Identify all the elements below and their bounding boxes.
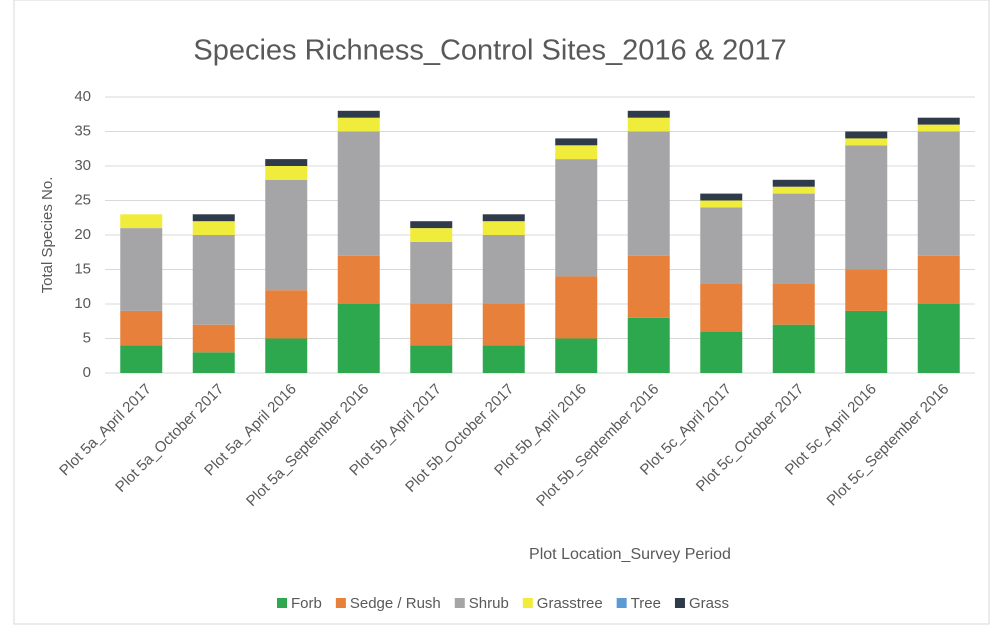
bar-segment bbox=[555, 338, 598, 373]
bar-segment bbox=[192, 352, 235, 373]
bar-segment bbox=[192, 221, 235, 235]
bar-segment bbox=[627, 117, 670, 132]
bar-segment bbox=[337, 304, 380, 373]
bar-segment bbox=[917, 117, 960, 125]
legend-swatch bbox=[674, 598, 685, 608]
y-tick-label: 40 bbox=[74, 88, 91, 105]
bar-segment bbox=[410, 241, 453, 304]
legend: Forb Sedge / Rush Shrub Grasstree Tree Grass bbox=[277, 595, 729, 612]
bar-segment bbox=[482, 345, 525, 373]
bar-segment bbox=[337, 131, 380, 256]
bar-segment bbox=[627, 110, 670, 118]
bar-segment bbox=[845, 138, 888, 146]
chart-title: Species Richness_Control Sites_2016 & 20… bbox=[193, 35, 786, 67]
bar-segment bbox=[772, 324, 815, 373]
bar-segment bbox=[337, 255, 380, 304]
bar-segment bbox=[192, 214, 235, 222]
bar-segment bbox=[845, 269, 888, 311]
y-tick-label: 0 bbox=[83, 364, 91, 381]
bar-segment bbox=[410, 345, 453, 373]
bar-segment bbox=[120, 214, 163, 229]
bar-segment bbox=[120, 345, 163, 373]
bar-segment bbox=[482, 235, 525, 304]
bar-segment bbox=[555, 276, 598, 339]
bar-segment bbox=[627, 255, 670, 318]
bar-segment bbox=[410, 304, 453, 346]
bar-segment bbox=[917, 124, 960, 132]
bar-segment bbox=[772, 283, 815, 325]
y-tick-label: 15 bbox=[74, 260, 91, 277]
y-tick-label: 25 bbox=[74, 191, 91, 208]
bar-segment bbox=[120, 228, 163, 311]
bar-segment bbox=[482, 304, 525, 346]
legend-label: Sedge / Rush bbox=[350, 595, 441, 612]
bar-segment bbox=[845, 145, 888, 270]
bar-segment bbox=[265, 166, 308, 180]
y-axis-title: Total Species No. bbox=[39, 177, 56, 294]
bar-segment bbox=[700, 283, 743, 332]
bar-segment bbox=[265, 179, 308, 291]
bar-segment bbox=[482, 221, 525, 235]
legend-swatch bbox=[616, 598, 627, 608]
bar-segment bbox=[337, 110, 380, 118]
bar-segment bbox=[120, 310, 163, 346]
bar-segment bbox=[700, 200, 743, 208]
y-tick-label: 20 bbox=[74, 226, 91, 243]
bar-segment bbox=[555, 138, 598, 146]
bar-segment bbox=[627, 317, 670, 373]
bar-segment bbox=[555, 145, 598, 160]
bar-segment bbox=[917, 131, 960, 256]
legend-label: Forb bbox=[291, 595, 322, 612]
bar-segment bbox=[700, 207, 743, 284]
legend-swatch bbox=[454, 598, 465, 608]
bar-segment bbox=[410, 221, 453, 229]
bar-segment bbox=[265, 338, 308, 373]
legend-swatch bbox=[277, 598, 288, 608]
bar-segment bbox=[700, 331, 743, 373]
bar-segment bbox=[192, 324, 235, 353]
bar-segment bbox=[265, 290, 308, 339]
bar-segment bbox=[917, 304, 960, 373]
bar-segment bbox=[772, 179, 815, 187]
x-axis-title: Plot Location_Survey Period bbox=[529, 546, 731, 563]
bar-segment bbox=[192, 235, 235, 325]
bar-segment bbox=[337, 117, 380, 132]
bar-segment bbox=[845, 310, 888, 373]
bar-segment bbox=[555, 159, 598, 277]
y-tick-label: 5 bbox=[83, 329, 91, 346]
legend-label: Grass bbox=[689, 595, 729, 612]
legend-label: Tree bbox=[631, 595, 661, 612]
bar-segment bbox=[482, 214, 525, 222]
legend-swatch bbox=[335, 598, 346, 608]
legend-label: Grasstree bbox=[537, 595, 603, 612]
bar-segment bbox=[772, 186, 815, 194]
legend-swatch bbox=[522, 598, 533, 608]
bar-segment bbox=[917, 255, 960, 304]
legend-label: Shrub bbox=[469, 595, 509, 612]
y-tick-label: 10 bbox=[74, 295, 91, 312]
bar-segment bbox=[772, 193, 815, 284]
bar-segment bbox=[845, 131, 888, 139]
bar-segment bbox=[700, 193, 743, 201]
y-tick-label: 30 bbox=[74, 157, 91, 174]
bar-segment bbox=[410, 228, 453, 242]
bar-segment bbox=[627, 131, 670, 256]
bar-segment bbox=[265, 159, 308, 166]
y-tick-label: 35 bbox=[74, 122, 91, 139]
